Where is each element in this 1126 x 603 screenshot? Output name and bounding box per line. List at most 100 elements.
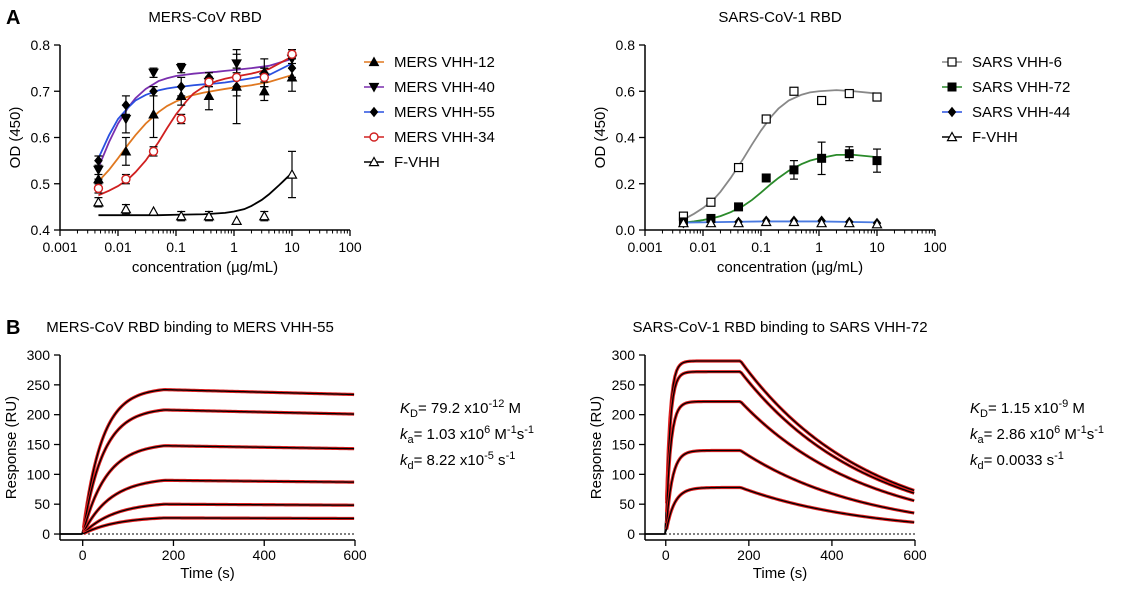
data-point <box>259 72 270 83</box>
series-mers-vhh-34 <box>93 49 297 194</box>
legend-marker <box>947 106 957 118</box>
y-tick-label: 0 <box>42 526 50 542</box>
x-axis-label: Time (s) <box>180 565 234 582</box>
legend-label: MERS VHH-55 <box>394 104 495 121</box>
kinetics-kd-mers: KD= 79.2 x10-12 M <box>400 398 521 420</box>
x-axis-label: concentration (µg/mL) <box>132 259 278 276</box>
y-tick-label: 50 <box>619 496 635 512</box>
kinetics-mers: KD= 79.2 x10-12 M ka= 1.03 x106 M-1s-1 k… <box>400 398 534 472</box>
sensorgram-0 <box>645 360 915 535</box>
data-point <box>705 217 717 228</box>
data-point <box>204 77 214 87</box>
legend-marker <box>369 132 379 142</box>
y-tick-label: 0 <box>627 526 635 542</box>
data-point <box>706 197 716 207</box>
y-tick-label: 100 <box>27 466 51 482</box>
sensorgram-3 <box>60 479 355 535</box>
data-point <box>817 95 827 106</box>
y-tick-label: 0.8 <box>31 37 51 53</box>
data-point <box>120 203 132 214</box>
y-tick-label: 0.0 <box>616 222 636 238</box>
y-tick-label: 0.2 <box>616 176 636 192</box>
data-point <box>203 210 215 221</box>
y-tick-label: 300 <box>27 347 51 363</box>
sensorgram-3 <box>645 449 915 535</box>
data-point <box>94 155 103 166</box>
data-point <box>817 153 827 163</box>
legend: SARS VHH-6 SARS VHH-72 SARS VHH-44 F-VHH <box>942 54 1070 146</box>
legend-label: SARS VHH-44 <box>972 104 1070 121</box>
sensorgram-5 <box>60 517 355 535</box>
data-point <box>733 162 744 173</box>
data-point <box>844 149 854 159</box>
y-axis-label: Response (RU) <box>588 396 605 499</box>
sensorgram-2 <box>60 445 355 535</box>
data-point <box>258 85 270 96</box>
data-point <box>843 217 855 228</box>
y-tick-label: 0.4 <box>616 130 636 146</box>
sensorgram-4 <box>60 503 355 535</box>
chart-title: SARS-CoV-1 RBD <box>718 9 842 26</box>
x-tick-label: 0.001 <box>627 239 662 255</box>
data-point <box>734 202 744 212</box>
legend-label: MERS VHH-12 <box>394 54 495 71</box>
sensorgram-2 <box>645 400 915 535</box>
data-point <box>872 92 882 102</box>
data-point <box>733 217 745 228</box>
legend-label: MERS VHH-40 <box>394 79 495 96</box>
y-tick-label: 0.8 <box>616 37 636 53</box>
legend-marker <box>947 57 957 67</box>
y-tick-label: 200 <box>612 407 636 423</box>
kinetics-ka-sars: ka= 2.86 x106 M-1s-1 <box>970 424 1104 446</box>
chart-sars-elisa: SARS-CoV-1 RBD 0.001 0.01 0.1 1 10 100 0.0 0.2 0.… <box>592 9 1070 276</box>
x-tick-label: 100 <box>923 239 947 255</box>
sensorgram-4 <box>645 486 915 535</box>
y-tick-label: 50 <box>34 496 50 512</box>
data-point <box>761 173 771 183</box>
x-tick-label: 1 <box>230 239 238 255</box>
legend-marker <box>369 106 379 118</box>
data-point <box>871 218 883 229</box>
y-tick-label: 300 <box>612 347 636 363</box>
kinetics-sars: KD= 1.15 x10-9 M ka= 2.86 x106 M-1s-1 kd… <box>970 398 1104 472</box>
data-point <box>176 114 186 124</box>
data-point <box>148 146 159 157</box>
data-point <box>175 64 187 74</box>
x-tick-label: 10 <box>869 239 885 255</box>
legend-marker <box>368 56 380 67</box>
x-tick-label: 600 <box>343 547 367 563</box>
series-sars-vhh-72 <box>678 141 882 227</box>
data-point <box>121 99 131 111</box>
data-point <box>148 68 159 79</box>
y-tick-label: 0.7 <box>31 83 51 99</box>
x-tick-label: 0 <box>662 547 670 563</box>
x-tick-label: 10 <box>284 239 300 255</box>
y-tick-label: 200 <box>27 407 51 423</box>
sensorgram-1 <box>60 409 355 535</box>
data-point <box>286 168 298 179</box>
x-tick-label: 0.1 <box>751 239 771 255</box>
x-tick-label: 1 <box>815 239 823 255</box>
x-tick-label: 0.1 <box>166 239 186 255</box>
sensorgram-1 <box>645 371 915 535</box>
kinetics-koff-mers: kd= 8.22 x10-5 s-1 <box>400 450 515 472</box>
x-tick-label: 600 <box>903 547 927 563</box>
x-tick-label: 0.001 <box>42 239 77 255</box>
data-point <box>148 108 159 119</box>
chart-sars-spr: SARS-CoV-1 RBD binding to SARS VHH-72 0 20… <box>588 319 928 582</box>
panel-letter-b: B <box>6 317 20 339</box>
data-point <box>203 90 215 100</box>
data-point <box>231 72 242 83</box>
data-point <box>148 205 160 216</box>
data-point <box>789 165 799 175</box>
y-tick-label: 0.4 <box>31 222 51 238</box>
data-point <box>231 215 243 225</box>
series-f-vhh <box>677 216 883 229</box>
legend-marker <box>947 82 957 92</box>
x-tick-label: 0 <box>79 547 87 563</box>
data-point <box>287 62 297 74</box>
legend-marker <box>946 131 958 142</box>
chart-title: MERS-CoV RBD <box>148 9 262 26</box>
chart-mers-spr: MERS-CoV RBD binding to MERS VHH-55 0 200 4… <box>3 319 367 582</box>
data-point <box>761 114 771 124</box>
